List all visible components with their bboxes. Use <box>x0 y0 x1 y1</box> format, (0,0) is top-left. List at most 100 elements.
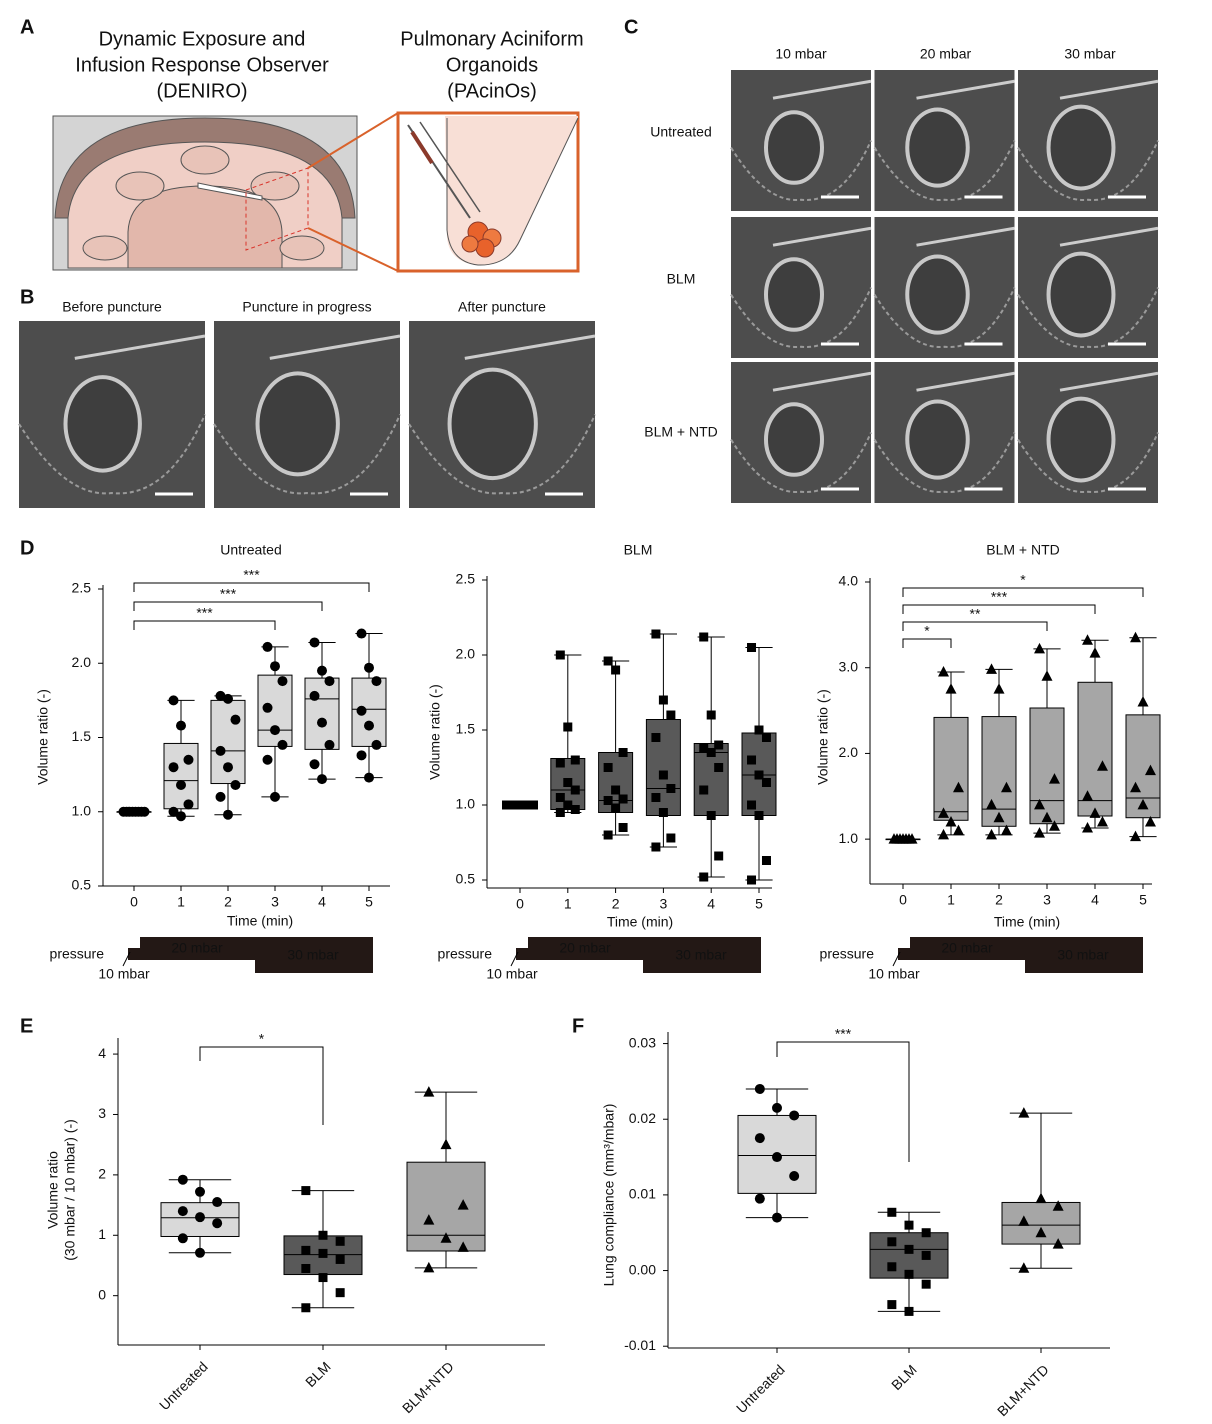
pressure-label: pressure <box>438 946 493 962</box>
data-point <box>772 1212 782 1223</box>
data-point <box>318 1230 328 1240</box>
needle <box>1059 79 1159 100</box>
data-point <box>754 725 764 735</box>
data-point <box>301 1186 311 1196</box>
needle <box>772 79 872 100</box>
pressure-start: 10 mbar <box>486 966 538 982</box>
well-outline <box>730 140 872 201</box>
data-point <box>177 1233 188 1244</box>
data-point <box>1096 760 1108 771</box>
y-tick-label: 1 <box>98 1226 106 1242</box>
microscopy-image <box>730 217 872 358</box>
microscopy-image <box>730 70 872 211</box>
x-axis-label: Time (min) <box>227 913 293 929</box>
data-point <box>309 637 320 648</box>
data-point <box>529 800 538 810</box>
image-row-label: Untreated <box>650 124 711 140</box>
x-tick-label: 2 <box>224 894 232 910</box>
data-point <box>904 1306 914 1316</box>
data-point <box>1041 811 1053 823</box>
data-point <box>986 663 998 674</box>
panel-label: F <box>572 1015 584 1037</box>
data-point <box>754 770 764 780</box>
pressure-pointer <box>122 951 131 967</box>
image-column-label: Puncture in progress <box>242 299 371 315</box>
data-point <box>1130 631 1142 643</box>
data-point <box>921 1228 931 1238</box>
data-point <box>212 1197 223 1208</box>
organoid <box>447 367 538 481</box>
chart-title: Untreated <box>220 542 281 558</box>
y-tick-label: 2.5 <box>456 571 476 587</box>
significance-bracket <box>902 587 1144 597</box>
data-point <box>364 662 374 673</box>
box <box>257 674 293 747</box>
data-point <box>223 762 233 773</box>
x-tick-label: 2 <box>995 892 1003 908</box>
y-tick-label: 4 <box>98 1045 106 1061</box>
data-point <box>364 772 374 783</box>
significance-label: * <box>924 623 930 639</box>
well-outline <box>408 414 596 495</box>
data-point <box>1035 1192 1047 1204</box>
data-point <box>168 695 179 706</box>
data-point <box>270 661 280 672</box>
organoid <box>764 402 824 477</box>
image-column-label: After puncture <box>458 299 546 315</box>
box-chart: BLM + NTD 1.0 2.0 3.0 4.0 Volume ratio (-) Tim… <box>815 542 1161 982</box>
x-tick-label: 1 <box>177 894 185 910</box>
data-point <box>772 1152 782 1163</box>
data-point <box>699 743 709 753</box>
pressure-step: 30 mbar <box>287 947 339 963</box>
significance-bracket <box>902 638 952 648</box>
data-point <box>371 676 382 687</box>
x-tick-label: 4 <box>1091 892 1099 908</box>
significance-label: *** <box>991 589 1008 605</box>
data-point <box>618 823 628 832</box>
data-point <box>364 720 374 731</box>
well-outline <box>18 414 206 495</box>
data-point <box>440 1138 452 1150</box>
data-point <box>1018 1107 1030 1118</box>
x-tick-label: 0 <box>130 894 138 910</box>
data-point <box>570 755 580 765</box>
data-point <box>938 807 950 818</box>
significance-label: ** <box>970 606 981 622</box>
x-tick-label: 5 <box>1139 892 1147 908</box>
data-point <box>921 1250 931 1260</box>
data-point <box>666 784 676 793</box>
data-point <box>887 1207 897 1217</box>
data-point <box>318 1273 328 1283</box>
well-outline <box>1017 287 1159 348</box>
data-point <box>270 791 280 802</box>
x-tick-label: 4 <box>318 894 326 910</box>
data-point <box>335 1236 345 1246</box>
data-point <box>921 1279 931 1289</box>
x-axis-label: Time (min) <box>607 914 673 930</box>
needle <box>269 334 401 360</box>
needle <box>772 226 872 247</box>
data-point <box>215 690 226 701</box>
data-point <box>215 791 226 802</box>
box <box>1001 1201 1081 1245</box>
data-point <box>747 875 757 885</box>
data-point <box>1034 798 1046 810</box>
image-row-label: BLM + NTD <box>644 424 718 440</box>
data-point <box>986 828 998 840</box>
panel-label: D <box>20 537 34 559</box>
data-point <box>570 785 580 795</box>
data-point <box>611 665 621 675</box>
data-point <box>183 799 194 810</box>
data-point <box>309 690 320 701</box>
image-column-label: Before puncture <box>62 299 162 315</box>
data-point <box>761 856 771 865</box>
microscopy-image <box>213 321 401 508</box>
data-point <box>195 1247 205 1258</box>
needle <box>916 371 1015 392</box>
data-point <box>938 828 950 840</box>
data-point <box>699 632 709 642</box>
x-tick-label: 2 <box>612 896 620 912</box>
data-point <box>789 1110 800 1121</box>
x-tick-label: 3 <box>660 896 668 912</box>
significance-label: *** <box>243 567 260 583</box>
